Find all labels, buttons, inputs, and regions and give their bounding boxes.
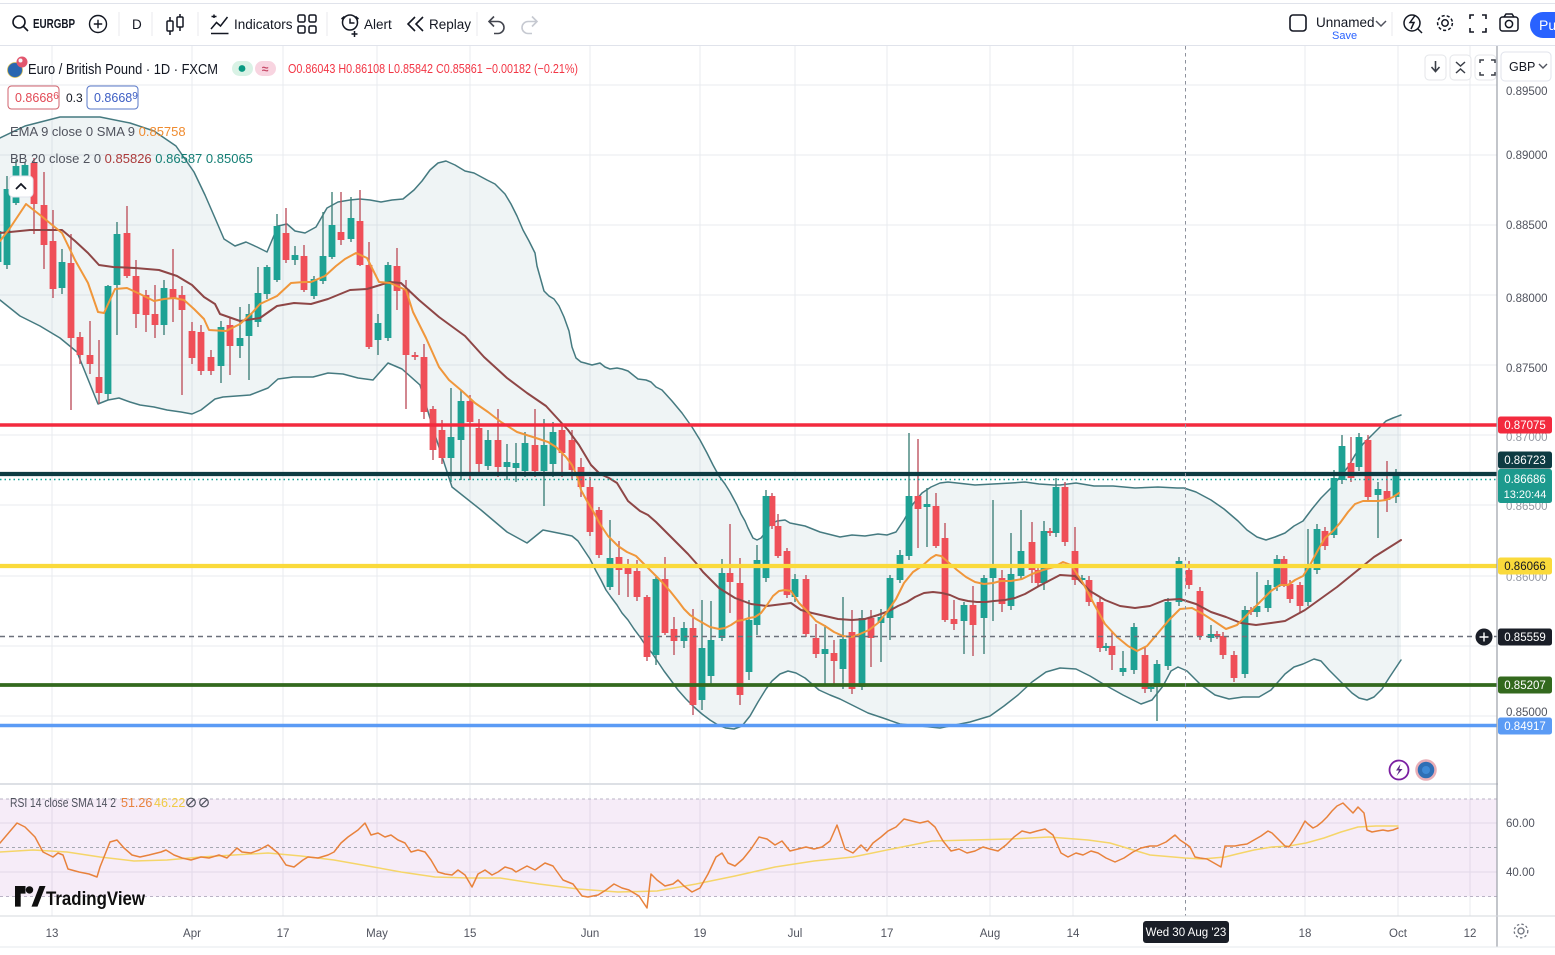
svg-text:0.88500: 0.88500 [1506, 220, 1548, 232]
svg-text:60.00: 60.00 [1506, 818, 1535, 830]
svg-text:19: 19 [694, 928, 707, 940]
svg-text:0.86689: 0.86689 [94, 91, 138, 105]
svg-text:51.26: 51.26 [121, 796, 152, 810]
svg-text:Alert: Alert [364, 17, 392, 32]
svg-text:46.22: 46.22 [154, 796, 185, 810]
svg-text:40.00: 40.00 [1506, 867, 1535, 879]
svg-text:14: 14 [1067, 928, 1080, 940]
svg-text:0.85559: 0.85559 [1504, 632, 1546, 644]
svg-text:0.86686: 0.86686 [15, 91, 59, 105]
svg-text:0.86066: 0.86066 [1504, 561, 1546, 573]
svg-text:Wed 30 Aug '23: Wed 30 Aug '23 [1146, 927, 1227, 939]
svg-text:Replay: Replay [429, 17, 471, 32]
svg-text:13:20:44: 13:20:44 [1504, 489, 1547, 501]
svg-text:0.85207: 0.85207 [1504, 680, 1546, 692]
svg-text:0.89000: 0.89000 [1506, 150, 1548, 162]
svg-text:May: May [366, 928, 388, 940]
svg-text:D: D [132, 17, 142, 32]
svg-text:0.87075: 0.87075 [1504, 420, 1546, 432]
svg-text:Euro / British Pound · 1D · FX: Euro / British Pound · 1D · FXCM [28, 61, 218, 78]
svg-text:18: 18 [1299, 928, 1312, 940]
svg-text:TradingView: TradingView [46, 888, 146, 910]
svg-text:0.86723: 0.86723 [1504, 455, 1546, 467]
svg-text:0.89500: 0.89500 [1506, 86, 1548, 98]
svg-text:EURGBP: EURGBP [33, 16, 75, 31]
svg-text:0.3: 0.3 [66, 91, 83, 105]
svg-text:0.87000: 0.87000 [1506, 432, 1548, 444]
svg-text:Save: Save [1332, 30, 1357, 42]
svg-text:0.86000: 0.86000 [1506, 572, 1548, 584]
svg-text:Apr: Apr [183, 928, 201, 940]
svg-text:GBP: GBP [1509, 60, 1535, 74]
svg-text:EMA 9 close 0 SMA 9 0.85758: EMA 9 close 0 SMA 9 0.85758 [10, 124, 186, 139]
svg-text:Indicators: Indicators [234, 17, 293, 32]
svg-text:17: 17 [277, 928, 290, 940]
svg-text:0.84917: 0.84917 [1504, 721, 1546, 733]
svg-text:BB 20 close 2 0 0.85826 0.865: BB 20 close 2 0 0.85826 0.86587 0.85065 [10, 151, 253, 166]
svg-text:0.88000: 0.88000 [1506, 293, 1548, 305]
svg-text:O0.86043 H0.86108 L0.85842 C0.: O0.86043 H0.86108 L0.85842 C0.85861 −0.0… [288, 61, 578, 76]
svg-text:15: 15 [464, 928, 477, 940]
svg-text:RSI 14 close SMA 14 2: RSI 14 close SMA 14 2 [10, 796, 116, 810]
svg-text:Jun: Jun [581, 928, 600, 940]
svg-text:17: 17 [881, 928, 894, 940]
svg-text:Pu: Pu [1539, 17, 1555, 33]
svg-text:13: 13 [46, 928, 59, 940]
svg-text:0.85000: 0.85000 [1506, 707, 1548, 719]
svg-text:Oct: Oct [1389, 928, 1408, 940]
svg-text:Jul: Jul [788, 928, 803, 940]
svg-text:≈: ≈ [262, 62, 269, 76]
svg-text:12: 12 [1464, 928, 1477, 940]
svg-text:0.86500: 0.86500 [1506, 501, 1548, 513]
svg-text:Aug: Aug [980, 928, 1000, 940]
svg-text:0.87500: 0.87500 [1506, 363, 1548, 375]
svg-text:Unnamed: Unnamed [1316, 15, 1375, 30]
svg-text:0.86686: 0.86686 [1504, 474, 1546, 486]
